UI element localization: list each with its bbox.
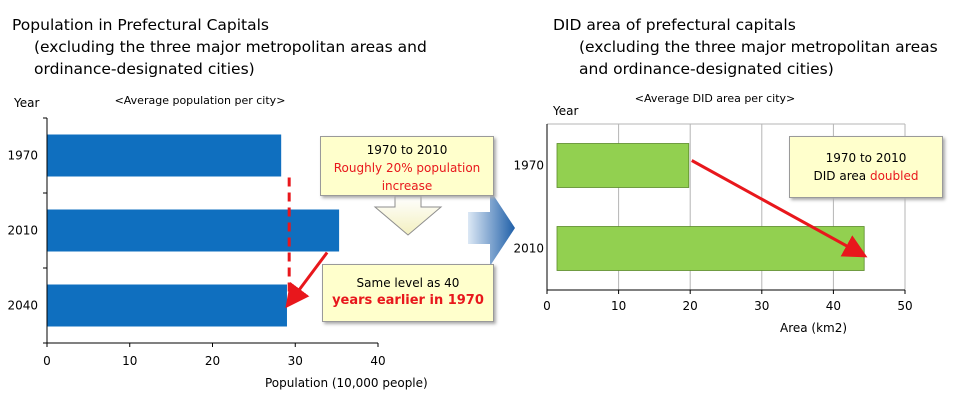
x-tick-label-10: 10 bbox=[122, 354, 137, 368]
callout-did-period: 1970 to 2010 bbox=[825, 151, 907, 165]
left-title-line2: (excluding the three major metropolitan … bbox=[34, 38, 427, 56]
down-arrow-shape bbox=[373, 195, 443, 236]
bar-2010 bbox=[47, 209, 340, 252]
y-tick-label-1970: 1970 bbox=[7, 149, 38, 163]
bar-1970 bbox=[556, 143, 690, 188]
callout-same-level-text: Same level as 40 bbox=[356, 276, 460, 290]
x-tick-label-40: 40 bbox=[826, 299, 841, 313]
decline-arrow bbox=[285, 251, 329, 309]
callout-period: 1970 to 2010 bbox=[366, 143, 448, 157]
left-y-axis-label: Year bbox=[14, 96, 40, 110]
right-chart: 0 10 20 30 40 50 1970 2010 bbox=[513, 123, 913, 313]
y-tick-label-2010: 2010 bbox=[7, 224, 38, 238]
x-tick-label-20: 20 bbox=[683, 299, 698, 313]
x-tick-label-50: 50 bbox=[897, 299, 912, 313]
center-transition-arrow bbox=[468, 190, 515, 266]
left-chart: 1970 2010 2040 0 10 20 30 40 bbox=[7, 117, 386, 368]
growth-arrow bbox=[691, 159, 868, 258]
y-tick-label-1970: 1970 bbox=[513, 159, 544, 173]
left-chart-title: Population in Prefectural Capitals (excl… bbox=[12, 14, 427, 80]
right-subtitle: <Average DID area per city> bbox=[634, 92, 796, 105]
x-tick-label-0: 0 bbox=[543, 299, 551, 313]
right-y-axis-label: Year bbox=[553, 104, 579, 118]
population-increase-callout: 1970 to 2010 Roughly 20% population incr… bbox=[320, 136, 494, 196]
y-tick-label-2040: 2040 bbox=[7, 299, 38, 313]
y-tick-label-2010: 2010 bbox=[513, 242, 544, 256]
callout-increase-text-1: Roughly 20% population bbox=[333, 161, 481, 175]
bar-2040 bbox=[47, 284, 287, 327]
bar-1970 bbox=[47, 134, 282, 177]
x-tick-label-20: 20 bbox=[205, 354, 220, 368]
x-tick-label-40: 40 bbox=[370, 354, 385, 368]
callout-years-earlier-text: years earlier in 1970 bbox=[332, 293, 484, 308]
right-x-axis-label: Area (km2) bbox=[780, 321, 848, 335]
left-title-line1: Population in Prefectural Capitals bbox=[12, 16, 270, 34]
callout-doubled-text: doubled bbox=[869, 169, 919, 183]
callout-increase-text-2: increase bbox=[381, 179, 433, 193]
x-tick-label-0: 0 bbox=[43, 354, 51, 368]
callout-did-text: DID area doubled bbox=[790, 167, 942, 185]
right-title-line2: (excluding the three major metropolitan … bbox=[579, 38, 938, 56]
left-subtitle: <Average population per city> bbox=[114, 94, 286, 107]
left-title-line3: ordinance-designated cities) bbox=[34, 60, 255, 78]
right-title-line3: and ordinance-designated cities) bbox=[579, 60, 834, 78]
x-tick-label-10: 10 bbox=[611, 299, 626, 313]
x-tick-label-30: 30 bbox=[288, 354, 303, 368]
bar-2010 bbox=[556, 226, 865, 271]
did-area-callout: 1970 to 2010 DID area doubled bbox=[789, 136, 943, 198]
right-chart-title: DID area of prefectural capitals (exclud… bbox=[553, 14, 938, 80]
callout-did-label: DID area bbox=[813, 169, 870, 183]
left-x-axis-label: Population (10,000 people) bbox=[265, 376, 428, 390]
right-title-line1: DID area of prefectural capitals bbox=[553, 16, 796, 34]
x-tick-label-30: 30 bbox=[754, 299, 769, 313]
same-level-callout: Same level as 40 years earlier in 1970 bbox=[322, 264, 494, 322]
